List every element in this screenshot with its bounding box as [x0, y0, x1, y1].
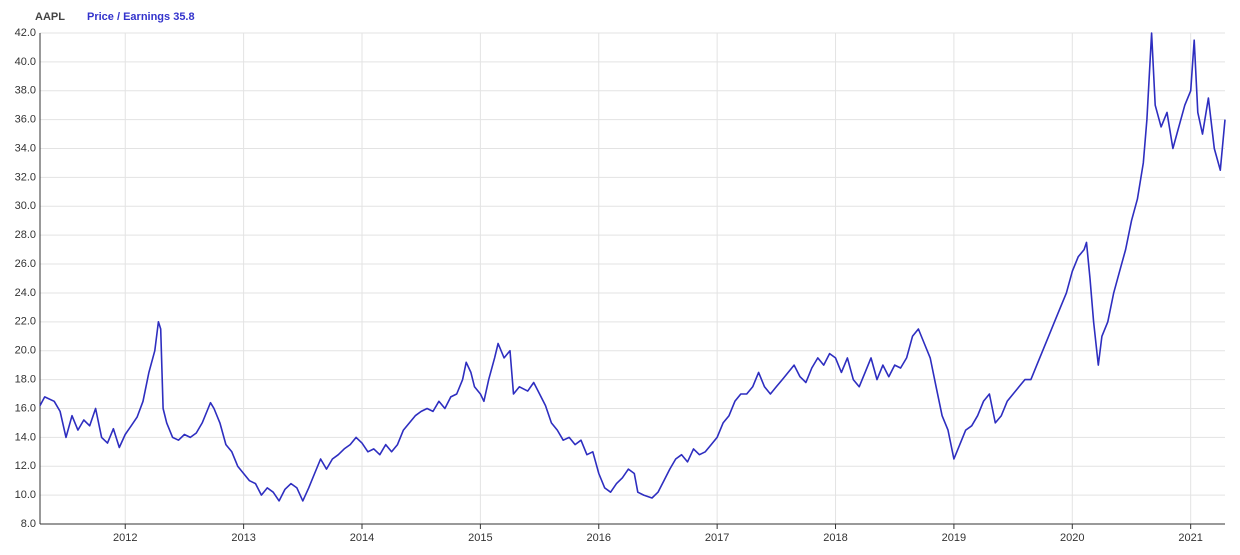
y-tick-label: 18.0 — [15, 373, 36, 385]
y-tick-label: 42.0 — [15, 27, 36, 39]
x-tick-label: 2020 — [1060, 532, 1084, 544]
y-tick-label: 26.0 — [15, 258, 36, 270]
x-tick-label: 2018 — [823, 532, 847, 544]
y-tick-label: 20.0 — [15, 345, 36, 357]
x-tick-label: 2013 — [231, 532, 255, 544]
y-tick-label: 38.0 — [15, 85, 36, 97]
x-tick-label: 2019 — [942, 532, 966, 544]
y-tick-label: 8.0 — [21, 518, 36, 530]
data-line — [39, 32, 1226, 502]
y-tick-label: 30.0 — [15, 200, 36, 212]
x-tick-label: 2012 — [113, 532, 137, 544]
y-tick-label: 34.0 — [15, 142, 36, 154]
x-tick-label: 2015 — [468, 532, 492, 544]
y-tick-label: 22.0 — [15, 316, 36, 328]
y-tick-label: 16.0 — [15, 402, 36, 414]
x-tick-label: 2014 — [350, 532, 374, 544]
chart-title: AAPL — [35, 11, 65, 23]
y-tick-label: 32.0 — [15, 171, 36, 183]
y-tick-label: 36.0 — [15, 114, 36, 126]
y-tick-label: 12.0 — [15, 460, 36, 472]
x-tick-label: 2021 — [1178, 532, 1202, 544]
y-tick-label: 10.0 — [15, 489, 36, 501]
legend-entry: Price / Earnings 35.8 — [87, 11, 195, 23]
y-tick-label: 24.0 — [15, 287, 36, 299]
x-tick-label: 2017 — [705, 532, 729, 544]
y-tick-label: 14.0 — [15, 431, 36, 443]
y-tick-label: 40.0 — [15, 56, 36, 68]
y-tick-label: 28.0 — [15, 229, 36, 241]
x-tick-label: 2016 — [587, 532, 611, 544]
